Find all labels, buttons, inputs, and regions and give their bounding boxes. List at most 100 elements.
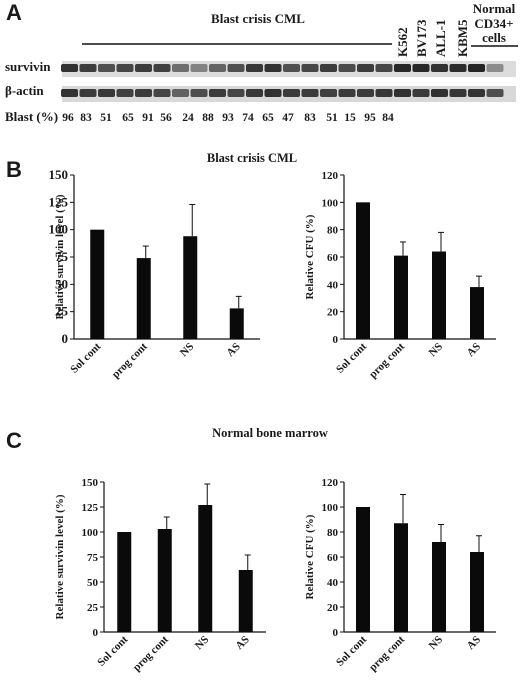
x-category-label: AS <box>224 341 242 359</box>
actin-band <box>190 89 208 97</box>
actin-band <box>449 89 467 97</box>
bar <box>90 229 105 339</box>
y-tick-label: 50 <box>55 276 68 291</box>
survivin-band <box>357 64 374 72</box>
bar <box>183 236 198 339</box>
y-axis-title: Relative CFU (%) <box>304 214 316 299</box>
panel-a-letter: A <box>6 0 22 25</box>
survivin-bands <box>61 64 504 72</box>
actin-band <box>375 89 393 97</box>
y-axis-title: Relative survivin level (%) <box>54 194 66 319</box>
y-tick-label: 0 <box>333 334 339 346</box>
actin-band <box>468 89 485 97</box>
blast-value: 65 <box>262 112 274 124</box>
x-category-label: NS <box>193 634 211 652</box>
y-tick-label: 100 <box>49 222 69 237</box>
cell-line-label-k562: K562 <box>395 27 410 57</box>
x-category-label: prog cont <box>367 340 407 380</box>
bar <box>157 529 172 632</box>
panel-b-title: Blast crisis CML <box>207 151 297 165</box>
survivin-band <box>246 64 263 72</box>
y-tick-label: 100 <box>82 527 99 539</box>
x-category-label: AS <box>465 341 483 359</box>
panel-a: A Blast crisis CML K562 BV173 ALL-1 KBM5… <box>5 0 518 124</box>
y-tick-label: 60 <box>327 552 339 564</box>
x-category-label: prog cont <box>110 340 150 380</box>
actin-band <box>357 89 374 97</box>
bar <box>136 258 151 339</box>
x-category-label: Sol cont <box>334 340 369 375</box>
bar <box>394 523 408 632</box>
chart-blast-crisis-survivin: 0 25 50 75 100 125 150 Relative survivin level … <box>49 167 260 381</box>
x-category-label: prog cont <box>367 633 407 673</box>
survivin-band <box>486 64 504 72</box>
bar <box>394 255 408 339</box>
x-category-label: NS <box>178 341 196 359</box>
bar <box>432 251 446 339</box>
blast-value: 15 <box>344 112 356 124</box>
blast-value: 24 <box>182 112 194 124</box>
y-tick-label: 120 <box>322 477 339 489</box>
normal-cd34-label-line1: Normal <box>473 1 516 16</box>
blast-value: 51 <box>100 112 112 124</box>
blast-value: 91 <box>142 112 154 124</box>
survivin-band <box>283 64 300 72</box>
actin-band <box>394 89 411 97</box>
blast-row-label: Blast (%) <box>5 109 58 124</box>
actin-band <box>153 89 171 97</box>
bar <box>356 507 370 632</box>
blast-value: 96 <box>62 112 74 124</box>
actin-band <box>412 89 430 97</box>
bar <box>117 532 132 632</box>
x-category-label: Sol cont <box>334 633 369 668</box>
x-category-label: NS <box>427 341 445 359</box>
y-tick-label: 75 <box>87 552 99 564</box>
chart-normal-marrow-cfu: 0 20 40 60 80 100 120 Relative CFU (%) Sol contp… <box>304 477 496 674</box>
actin-band <box>246 89 263 97</box>
normal-cd34-label-line3: cells <box>482 30 506 45</box>
survivin-band <box>190 64 208 72</box>
panel-b: B Blast crisis CML 0 25 50 75 100 125 150 Relat… <box>6 151 496 381</box>
blast-value: 83 <box>80 112 92 124</box>
y-tick-label: 150 <box>49 167 69 182</box>
bar <box>470 287 484 339</box>
y-tick-label: 75 <box>55 249 69 264</box>
y-tick-label: 25 <box>55 304 69 319</box>
y-tick-label: 120 <box>322 170 339 182</box>
survivin-row-label: survivin <box>5 59 51 74</box>
actin-bands <box>61 89 504 97</box>
actin-band <box>283 89 300 97</box>
y-tick-label: 150 <box>82 477 99 489</box>
y-tick-label: 40 <box>327 279 339 291</box>
survivin-band <box>320 64 337 72</box>
y-tick-label: 100 <box>322 197 339 209</box>
bar <box>356 202 370 339</box>
bar <box>198 505 213 632</box>
survivin-band <box>375 64 393 72</box>
y-tick-label: 60 <box>327 252 339 264</box>
survivin-band <box>264 64 282 72</box>
y-axis-title: Relative CFU (%) <box>304 514 316 599</box>
actin-band <box>320 89 337 97</box>
survivin-band <box>153 64 171 72</box>
x-category-label: AS <box>465 634 483 652</box>
actin-band <box>172 89 189 97</box>
panel-b-letter: B <box>6 157 22 182</box>
y-tick-label: 20 <box>327 307 339 319</box>
blast-value: 51 <box>326 112 338 124</box>
actin-band <box>486 89 504 97</box>
y-axis-title: Relative survivin level (%) <box>54 494 66 619</box>
blast-value: 47 <box>282 112 294 124</box>
actin-band <box>98 89 115 97</box>
y-tick-label: 125 <box>82 502 99 514</box>
actin-band <box>209 89 226 97</box>
cell-line-label-bv173: BV173 <box>414 19 429 57</box>
y-tick-label: 0 <box>62 331 69 346</box>
y-tick-label: 40 <box>327 577 339 589</box>
x-category-label: AS <box>233 634 251 652</box>
y-tick-label: 80 <box>327 225 339 237</box>
actin-band <box>135 89 152 97</box>
panel-c-letter: C <box>6 428 22 453</box>
survivin-band <box>412 64 430 72</box>
